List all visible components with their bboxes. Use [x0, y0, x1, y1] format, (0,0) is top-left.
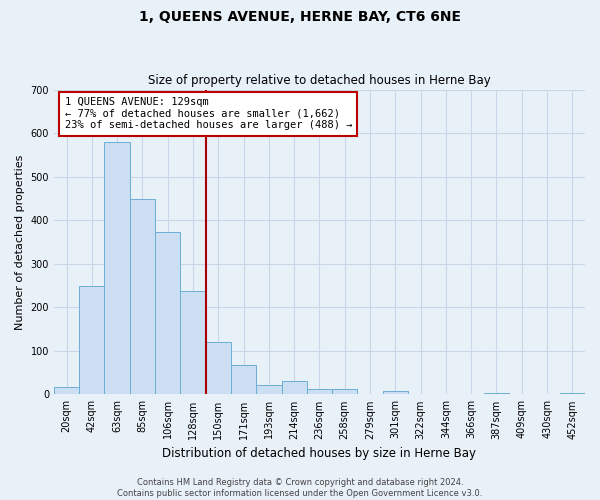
Bar [307, 389, 332, 394]
Bar [130, 199, 155, 394]
Bar [54, 386, 79, 394]
Bar [104, 142, 130, 395]
Bar [383, 390, 408, 394]
Bar [155, 232, 181, 394]
Text: 1, QUEENS AVENUE, HERNE BAY, CT6 6NE: 1, QUEENS AVENUE, HERNE BAY, CT6 6NE [139, 10, 461, 24]
Bar [181, 291, 206, 395]
Y-axis label: Number of detached properties: Number of detached properties [15, 154, 25, 330]
Text: Contains HM Land Registry data © Crown copyright and database right 2024.
Contai: Contains HM Land Registry data © Crown c… [118, 478, 482, 498]
Bar [206, 342, 231, 394]
Title: Size of property relative to detached houses in Herne Bay: Size of property relative to detached ho… [148, 74, 491, 87]
X-axis label: Distribution of detached houses by size in Herne Bay: Distribution of detached houses by size … [163, 447, 476, 460]
Text: 1 QUEENS AVENUE: 129sqm
← 77% of detached houses are smaller (1,662)
23% of semi: 1 QUEENS AVENUE: 129sqm ← 77% of detache… [65, 97, 352, 130]
Bar [484, 392, 509, 394]
Bar [256, 385, 281, 394]
Bar [332, 389, 358, 394]
Bar [281, 382, 307, 394]
Bar [231, 365, 256, 394]
Bar [560, 392, 585, 394]
Bar [79, 286, 104, 395]
